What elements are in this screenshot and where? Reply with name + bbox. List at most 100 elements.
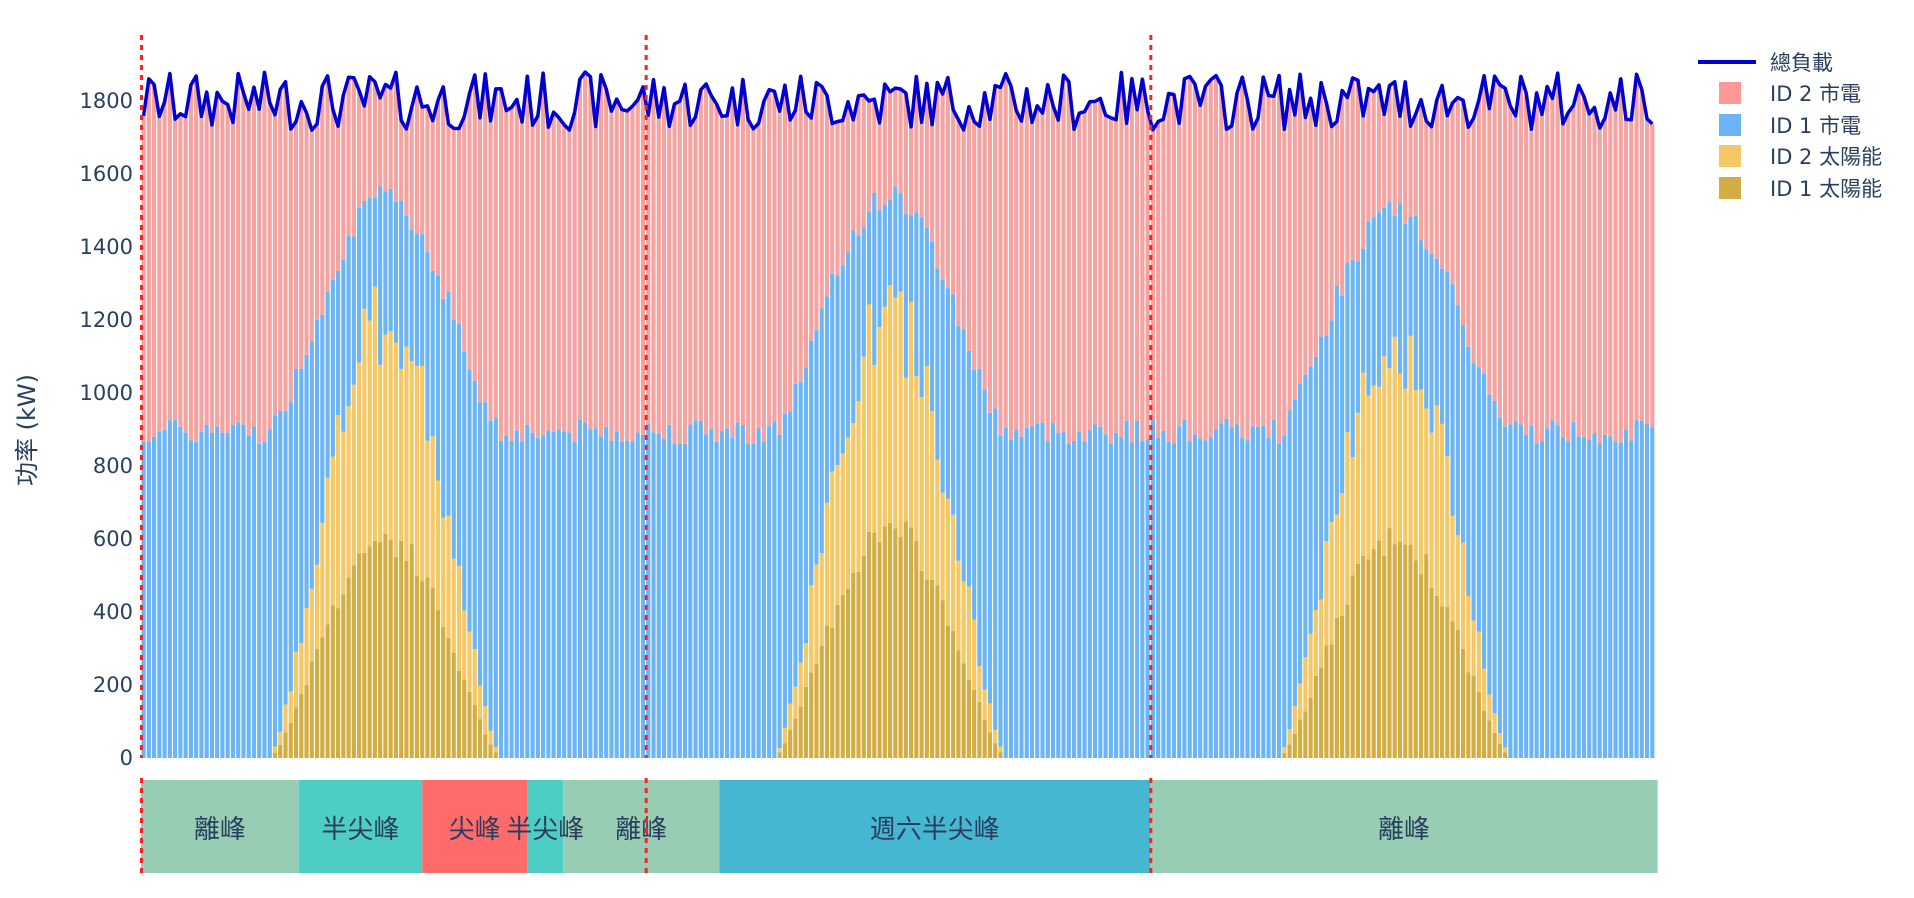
bar-segment (993, 729, 998, 744)
bar-segment (1418, 99, 1424, 241)
bar-segment (372, 81, 377, 198)
bar-segment (730, 88, 735, 438)
bar-segment (1082, 441, 1087, 758)
bar-segment (204, 92, 209, 425)
bar-segment (1613, 109, 1618, 442)
bar-segment (1177, 426, 1182, 758)
bar-segment (152, 84, 157, 437)
bar-segment (630, 441, 635, 758)
y-tick-label: 1400 (80, 235, 133, 259)
y-tick-label: 800 (93, 454, 133, 478)
bar-segment (525, 76, 530, 425)
bar-segment (1340, 615, 1345, 758)
bar-segment (824, 95, 830, 297)
legend-item-id2-solar[interactable]: ID 2 太陽能 (1698, 141, 1882, 173)
bar-segment (814, 564, 819, 665)
bar-segment (998, 752, 1003, 758)
bar-segment (299, 694, 304, 758)
bar-segment (430, 120, 435, 271)
bar-segment (362, 201, 367, 309)
bar-segment (1040, 113, 1045, 423)
bar-segment (420, 234, 425, 366)
bar-segment (777, 434, 782, 749)
bar-segment (1482, 668, 1487, 712)
bar-segment (1371, 91, 1376, 218)
bar-segment (935, 459, 940, 586)
bar-segment (462, 679, 467, 758)
bar-segment (1503, 88, 1508, 427)
bar-segment (1487, 394, 1492, 695)
bar-segment (404, 346, 409, 561)
bar-segment (283, 704, 288, 733)
bar-segment (940, 492, 945, 601)
bar-segment (1597, 443, 1602, 758)
bar-segment (404, 128, 409, 216)
square-swatch-icon (1719, 145, 1741, 168)
bar-segment (861, 356, 866, 556)
bar-segment (1219, 85, 1224, 424)
square-swatch-icon (1719, 113, 1741, 136)
bar-segment (341, 594, 346, 758)
bar-segment (1450, 515, 1455, 622)
bar-segment (362, 105, 367, 202)
bar-segment (1445, 115, 1450, 272)
bar-segment (383, 534, 388, 758)
bar-segment (493, 88, 498, 419)
bar-segment (251, 87, 257, 427)
bar-segment (583, 422, 588, 758)
tou-period-label: 週六半尖峰 (870, 815, 1000, 845)
legend-label: ID 1 太陽能 (1770, 176, 1883, 201)
bar-segment (1329, 522, 1334, 645)
bar-segment (188, 440, 193, 758)
bar-segment (409, 361, 414, 545)
legend: 總負載 ID 2 市電 ID 1 市電 ID 2 太陽能 ID 1 太陽能 (1698, 46, 1882, 204)
bar-segment (1418, 240, 1424, 390)
tou-period-label: 尖峰 (449, 815, 501, 845)
bar-segment (572, 112, 577, 442)
legend-item-id1-solar[interactable]: ID 1 太陽能 (1698, 172, 1882, 204)
bar-segment (1524, 435, 1529, 758)
bar-segment (1182, 78, 1187, 420)
bar-segment (793, 686, 798, 719)
bar-segment (1476, 367, 1481, 632)
bar-segment (1098, 98, 1103, 427)
bar-segment (1587, 113, 1592, 440)
bar-segment (903, 213, 908, 378)
bar-segment (914, 376, 919, 541)
bar-segment (1397, 203, 1403, 374)
bar-segment (483, 73, 488, 403)
bar-segment (1455, 305, 1460, 536)
bar-segment (246, 435, 251, 758)
bar-segment (1576, 436, 1581, 758)
tou-period-label: 離峰 (615, 815, 667, 845)
bar-segment (351, 236, 356, 385)
bar-segment (1618, 78, 1623, 443)
bar-segment (1555, 73, 1560, 426)
bar-segment (488, 420, 493, 731)
bar-segment (330, 279, 335, 457)
bar-segment (856, 95, 861, 236)
bar-segment (472, 704, 477, 758)
bar-segment (541, 435, 546, 758)
bar-segment (1529, 129, 1534, 426)
bar-segment (698, 420, 703, 758)
bar-segment (388, 539, 393, 758)
bar-segment (814, 82, 819, 331)
bar-segment (351, 77, 356, 237)
bar-segment (998, 746, 1003, 753)
bar-segment (456, 670, 462, 758)
bar-segment (304, 607, 309, 686)
bar-segment (1460, 648, 1466, 758)
bar-segment (677, 443, 682, 758)
bar-segment (1187, 441, 1192, 758)
bar-segment (299, 368, 304, 644)
bar-segment (462, 351, 467, 611)
bar-segment (146, 442, 151, 758)
legend-item-id2-grid[interactable]: ID 2 市電 (1698, 78, 1882, 110)
bar-segment (1382, 356, 1387, 556)
bar-segment (914, 540, 919, 758)
bar-segment (635, 432, 640, 758)
bar-segment (420, 581, 425, 758)
legend-item-id1-grid[interactable]: ID 1 市電 (1698, 109, 1882, 141)
legend-item-total-load[interactable]: 總負載 (1698, 46, 1882, 78)
